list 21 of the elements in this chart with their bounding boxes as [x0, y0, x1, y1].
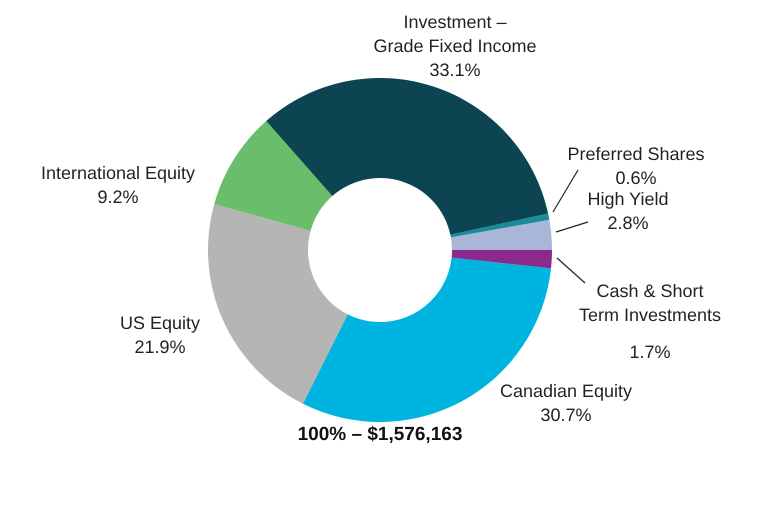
- data-label: 1.7%: [629, 342, 671, 362]
- data-label: 33.1%: [429, 60, 481, 80]
- text: 100% – $1,576,163: [298, 424, 462, 445]
- slice-label: Preferred Shares: [567, 144, 705, 164]
- slice-label: Canadian Equity: [500, 381, 632, 401]
- donut-slice: [450, 214, 550, 238]
- data-label: 9.2%: [97, 187, 139, 207]
- donut-slice: [450, 220, 552, 250]
- slice-label: International Equity: [40, 163, 196, 183]
- slice-label: High Yield: [587, 189, 669, 209]
- donut-slice: [208, 204, 348, 404]
- data-label: 2.8%: [607, 213, 649, 233]
- donut-slice: [266, 78, 548, 235]
- donut-slice: [452, 250, 552, 268]
- slice-label: US Equity: [120, 313, 200, 333]
- data-label: 0.6%: [615, 168, 657, 188]
- slice-label: Investment – Grade Fixed Income: [373, 12, 537, 56]
- data-label: 30.7%: [540, 405, 592, 425]
- data-label: 21.9%: [134, 337, 186, 357]
- slice-label: Cash & Short Term Investments: [578, 281, 722, 325]
- donut-slice: [214, 120, 332, 231]
